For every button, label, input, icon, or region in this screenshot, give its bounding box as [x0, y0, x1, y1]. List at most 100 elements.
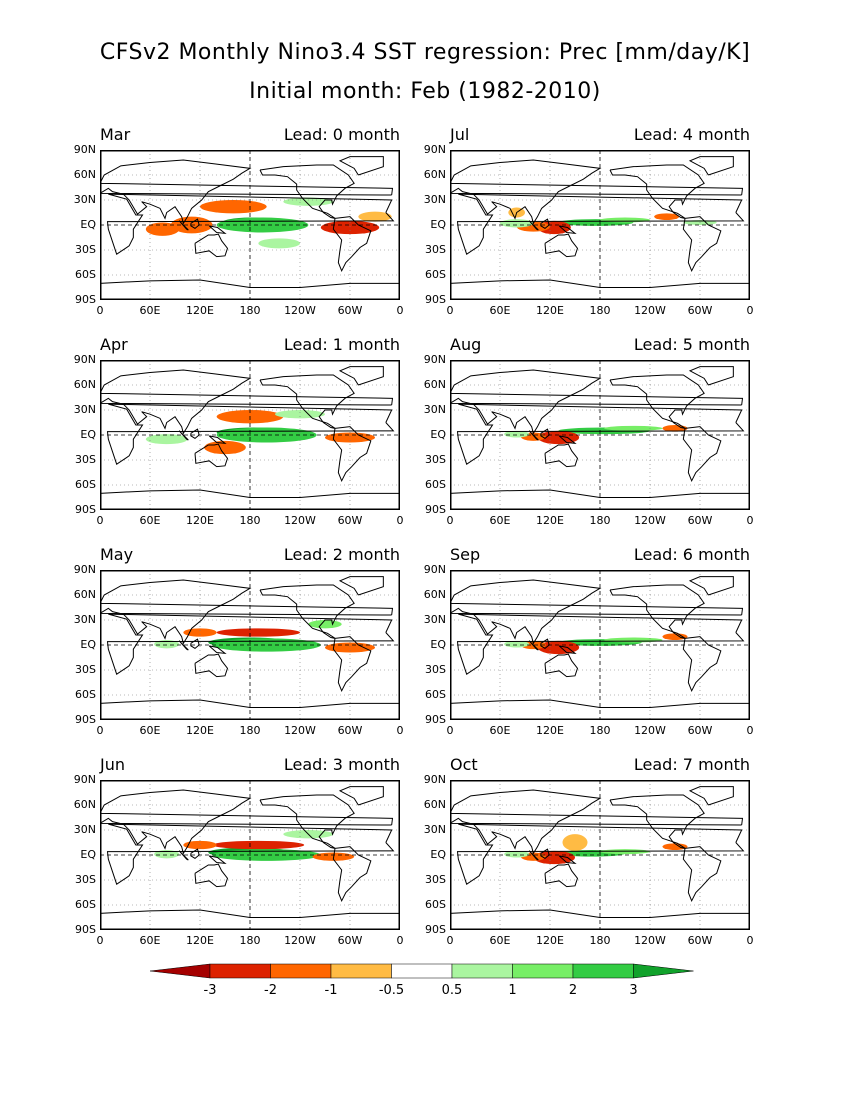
colorbar-segment [391, 963, 453, 979]
lon-tick-label: 0 [396, 934, 404, 947]
lon-tick-label: 60W [337, 724, 363, 737]
lat-tick-label: 90S [425, 923, 446, 936]
lat-tick-label: 60S [75, 688, 96, 701]
coastline [456, 403, 745, 465]
coastline [528, 640, 539, 651]
coastline [682, 846, 722, 903]
colorbar-segment [270, 963, 332, 979]
precip-anomaly-region [504, 850, 530, 858]
coastline [456, 613, 745, 675]
lat-tick-label: 30N [423, 613, 446, 626]
lon-tick-label: 0 [746, 514, 754, 527]
coastline [558, 855, 577, 865]
precip-anomaly-region [604, 637, 663, 643]
coastline [528, 220, 539, 231]
lon-tick-label: 180 [239, 304, 261, 317]
precip-anomaly-region [216, 628, 300, 637]
precip-anomaly-region [183, 628, 217, 637]
coastline [100, 489, 400, 498]
colorbar-segment [330, 963, 392, 979]
lat-tick-label: 60N [73, 588, 96, 601]
precip-anomaly-region [308, 620, 342, 629]
colorbar-segment [572, 963, 634, 979]
lon-tick-label: 120W [284, 724, 316, 737]
lon-tick-label: 120W [284, 934, 316, 947]
lon-tick-label: 60W [337, 934, 363, 947]
lat-tick-label: 30N [423, 823, 446, 836]
lon-tick-label: 180 [239, 514, 261, 527]
coastline [528, 850, 539, 861]
panel-lead-label: Lead: 7 month [633, 755, 750, 774]
map-frame [100, 570, 400, 720]
panel-month-label: Mar [100, 125, 131, 144]
coastline [208, 645, 227, 655]
lon-tick-label: 120E [186, 304, 214, 317]
lat-tick-label: 30N [73, 823, 96, 836]
lon-tick-label: 60E [489, 304, 511, 317]
coastline [332, 216, 372, 273]
panel-month-label: Aug [450, 335, 482, 354]
panel-month-label: Jul [450, 125, 470, 144]
lon-tick-label: 120W [634, 934, 666, 947]
coastline [106, 193, 395, 255]
coastline [682, 426, 722, 483]
colorbar-tick-label: 0.5 [442, 983, 463, 998]
lat-tick-label: 30N [423, 403, 446, 416]
map-frame [100, 360, 400, 510]
lat-tick-label: 60S [75, 898, 96, 911]
coastline [194, 443, 229, 468]
panel-lead-label: Lead: 1 month [283, 335, 400, 354]
coastline [208, 225, 227, 235]
precip-anomaly-region [562, 834, 588, 851]
panel-lead-label: Lead: 0 month [283, 125, 400, 144]
precip-anomaly-region [662, 843, 688, 850]
lat-tick-label: 90N [73, 773, 96, 786]
coastline [178, 850, 189, 861]
lat-tick-label: 30S [425, 243, 446, 256]
lon-tick-label: 0 [96, 514, 104, 527]
lon-tick-label: 180 [589, 514, 611, 527]
lon-tick-label: 0 [746, 724, 754, 737]
lat-tick-label: 30S [75, 243, 96, 256]
precip-anomaly-region [216, 427, 317, 443]
coastline [544, 653, 579, 678]
lon-tick-label: 120E [536, 934, 564, 947]
lon-tick-label: 120W [284, 304, 316, 317]
precip-anomaly-region [604, 425, 663, 431]
panel-month-label: Jun [100, 755, 125, 774]
lon-tick-label: 0 [396, 724, 404, 737]
lat-tick-label: 60N [73, 168, 96, 181]
lat-tick-label: 90N [73, 563, 96, 576]
coastline [528, 430, 539, 441]
lon-tick-label: 60E [139, 304, 161, 317]
coastline [688, 786, 734, 806]
colorbar-tick-label: 2 [569, 983, 577, 998]
lon-tick-label: 0 [446, 514, 454, 527]
lon-tick-label: 180 [589, 724, 611, 737]
lat-tick-label: 90N [423, 353, 446, 366]
coastline [100, 699, 400, 708]
lat-tick-label: 90S [425, 713, 446, 726]
lat-tick-label: 30S [425, 453, 446, 466]
colorbar-segment [209, 963, 271, 979]
coastline [544, 233, 579, 258]
colorbar-tick-label: -1 [325, 983, 338, 998]
coastline [609, 374, 705, 429]
colorbar-segment [512, 963, 574, 979]
precip-anomaly-region [662, 425, 688, 432]
lat-tick-label: 60S [75, 478, 96, 491]
map-panel [450, 150, 750, 300]
lon-tick-label: 120E [536, 304, 564, 317]
panel-month-label: Apr [100, 335, 128, 354]
coastline [259, 794, 355, 849]
colorbar-tick-label: -2 [264, 983, 277, 998]
precip-anomaly-region [600, 217, 650, 223]
coastline [558, 225, 577, 235]
precip-anomaly-region [504, 430, 530, 438]
lon-tick-label: 0 [96, 724, 104, 737]
map-panel [100, 360, 400, 510]
coastline [456, 193, 745, 255]
coastline [688, 366, 734, 386]
coastline [190, 218, 200, 229]
precip-anomaly-region [145, 434, 188, 445]
